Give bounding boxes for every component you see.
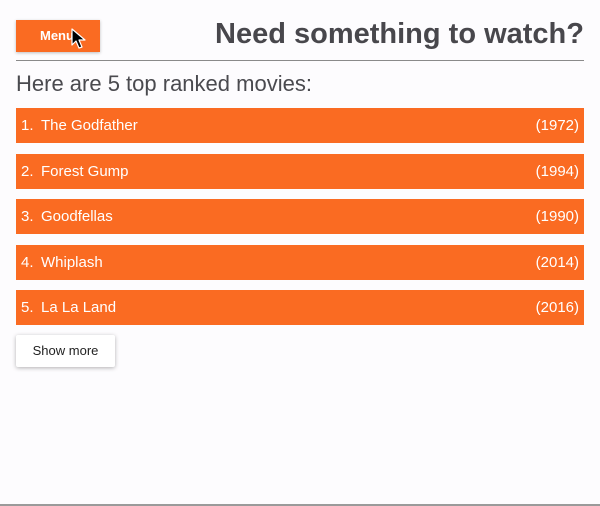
movie-year: (1990): [535, 208, 579, 225]
page-header: Menu Need something to watch?: [16, 16, 584, 61]
show-more-button[interactable]: Show more: [16, 335, 115, 367]
bottom-divider: [0, 504, 600, 506]
movie-rank: 5.: [21, 299, 34, 316]
movie-title: Whiplash: [41, 253, 103, 271]
movie-row-4[interactable]: 4. Whiplash (2014): [16, 244, 584, 280]
movie-rank: 4.: [21, 253, 34, 271]
movie-row-1[interactable]: 1. The Godfather (1972): [16, 108, 584, 143]
movie-rank: 3.: [21, 208, 34, 225]
movie-row-5[interactable]: 5. La La Land (2016): [16, 290, 584, 325]
movie-row-2[interactable]: 2. Forest Gump (1994): [16, 153, 584, 189]
movie-list: 1. The Godfather (1972) 2. Forest Gump (…: [16, 108, 584, 336]
page-title: Need something to watch?: [215, 18, 584, 50]
movie-title: The Godfather: [41, 117, 138, 134]
list-heading: Here are 5 top ranked movies:: [16, 71, 312, 96]
menu-button-label: Menu: [40, 28, 74, 43]
movie-year: (1994): [535, 162, 579, 180]
movie-title: Forest Gump: [41, 162, 129, 180]
movie-rank: 1.: [21, 117, 34, 134]
movie-title: Goodfellas: [41, 208, 113, 225]
movie-rank: 2.: [21, 162, 34, 180]
menu-button[interactable]: Menu: [16, 20, 100, 52]
movie-row-3[interactable]: 3. Goodfellas (1990): [16, 199, 584, 234]
mouse-pointer-icon: [71, 28, 86, 49]
movie-year: (2014): [535, 253, 579, 271]
movie-year: (2016): [535, 299, 579, 316]
movie-year: (1972): [535, 117, 579, 134]
movie-title: La La Land: [41, 299, 117, 316]
